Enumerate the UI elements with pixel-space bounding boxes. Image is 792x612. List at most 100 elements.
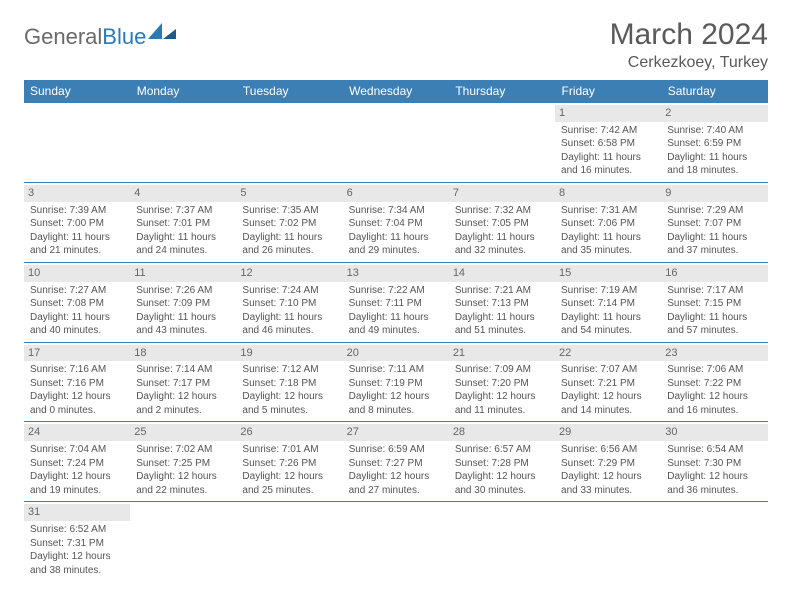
- day-cell: [449, 103, 555, 183]
- day-number: 3: [24, 185, 130, 202]
- dow-tuesday: Tuesday: [236, 80, 342, 103]
- day-d2: and 33 minutes.: [561, 484, 655, 498]
- day-sr: Sunrise: 7:32 AM: [455, 204, 549, 218]
- day-cell: 9Sunrise: 7:29 AMSunset: 7:07 PMDaylight…: [661, 182, 767, 262]
- dow-sunday: Sunday: [24, 80, 130, 103]
- day-ss: Sunset: 7:26 PM: [242, 457, 336, 471]
- dow-thursday: Thursday: [449, 80, 555, 103]
- day-cell: 21Sunrise: 7:09 AMSunset: 7:20 PMDayligh…: [449, 342, 555, 422]
- day-ss: Sunset: 7:31 PM: [30, 537, 124, 551]
- day-d2: and 40 minutes.: [30, 324, 124, 338]
- day-sr: Sunrise: 7:35 AM: [242, 204, 336, 218]
- day-d2: and 11 minutes.: [455, 404, 549, 418]
- day-number: 25: [130, 424, 236, 441]
- day-number: 7: [449, 185, 555, 202]
- day-d1: Daylight: 11 hours: [667, 231, 761, 245]
- day-number: 23: [661, 345, 767, 362]
- day-cell: [343, 103, 449, 183]
- day-cell: [236, 103, 342, 183]
- day-ss: Sunset: 7:11 PM: [349, 297, 443, 311]
- header: GeneralBlue March 2024 Cerkezkoey, Turke…: [24, 18, 768, 72]
- day-number: 22: [555, 345, 661, 362]
- day-d2: and 37 minutes.: [667, 244, 761, 258]
- day-d2: and 24 minutes.: [136, 244, 230, 258]
- week-row: 1Sunrise: 7:42 AMSunset: 6:58 PMDaylight…: [24, 103, 768, 183]
- day-number: 6: [343, 185, 449, 202]
- day-cell: 18Sunrise: 7:14 AMSunset: 7:17 PMDayligh…: [130, 342, 236, 422]
- day-cell: 4Sunrise: 7:37 AMSunset: 7:01 PMDaylight…: [130, 182, 236, 262]
- dow-row: SundayMondayTuesdayWednesdayThursdayFrid…: [24, 80, 768, 103]
- day-d1: Daylight: 11 hours: [667, 151, 761, 165]
- day-d2: and 35 minutes.: [561, 244, 655, 258]
- day-number: 15: [555, 265, 661, 282]
- day-sr: Sunrise: 7:09 AM: [455, 363, 549, 377]
- day-d2: and 51 minutes.: [455, 324, 549, 338]
- day-number: 20: [343, 345, 449, 362]
- day-number: 21: [449, 345, 555, 362]
- day-cell: 23Sunrise: 7:06 AMSunset: 7:22 PMDayligh…: [661, 342, 767, 422]
- day-cell: 24Sunrise: 7:04 AMSunset: 7:24 PMDayligh…: [24, 422, 130, 502]
- day-d2: and 27 minutes.: [349, 484, 443, 498]
- day-ss: Sunset: 7:20 PM: [455, 377, 549, 391]
- day-d1: Daylight: 11 hours: [455, 311, 549, 325]
- day-sr: Sunrise: 7:40 AM: [667, 124, 761, 138]
- day-d2: and 30 minutes.: [455, 484, 549, 498]
- day-sr: Sunrise: 7:14 AM: [136, 363, 230, 377]
- day-ss: Sunset: 7:29 PM: [561, 457, 655, 471]
- day-sr: Sunrise: 7:07 AM: [561, 363, 655, 377]
- day-sr: Sunrise: 7:04 AM: [30, 443, 124, 457]
- day-ss: Sunset: 7:22 PM: [667, 377, 761, 391]
- day-ss: Sunset: 7:02 PM: [242, 217, 336, 231]
- day-sr: Sunrise: 7:19 AM: [561, 284, 655, 298]
- week-row: 24Sunrise: 7:04 AMSunset: 7:24 PMDayligh…: [24, 422, 768, 502]
- day-cell: 12Sunrise: 7:24 AMSunset: 7:10 PMDayligh…: [236, 262, 342, 342]
- dow-friday: Friday: [555, 80, 661, 103]
- day-sr: Sunrise: 7:21 AM: [455, 284, 549, 298]
- day-cell: 3Sunrise: 7:39 AMSunset: 7:00 PMDaylight…: [24, 182, 130, 262]
- day-cell: [24, 103, 130, 183]
- day-d1: Daylight: 12 hours: [30, 390, 124, 404]
- week-row: 17Sunrise: 7:16 AMSunset: 7:16 PMDayligh…: [24, 342, 768, 422]
- week-row: 3Sunrise: 7:39 AMSunset: 7:00 PMDaylight…: [24, 182, 768, 262]
- day-number: 4: [130, 185, 236, 202]
- day-d2: and 57 minutes.: [667, 324, 761, 338]
- day-d1: Daylight: 12 hours: [455, 470, 549, 484]
- day-sr: Sunrise: 7:39 AM: [30, 204, 124, 218]
- day-sr: Sunrise: 7:34 AM: [349, 204, 443, 218]
- day-ss: Sunset: 7:07 PM: [667, 217, 761, 231]
- day-number: 8: [555, 185, 661, 202]
- day-cell: 25Sunrise: 7:02 AMSunset: 7:25 PMDayligh…: [130, 422, 236, 502]
- day-sr: Sunrise: 6:54 AM: [667, 443, 761, 457]
- day-cell: 15Sunrise: 7:19 AMSunset: 7:14 PMDayligh…: [555, 262, 661, 342]
- day-sr: Sunrise: 7:02 AM: [136, 443, 230, 457]
- day-ss: Sunset: 7:27 PM: [349, 457, 443, 471]
- week-row: 31Sunrise: 6:52 AMSunset: 7:31 PMDayligh…: [24, 502, 768, 581]
- dow-monday: Monday: [130, 80, 236, 103]
- day-cell: 11Sunrise: 7:26 AMSunset: 7:09 PMDayligh…: [130, 262, 236, 342]
- day-d2: and 21 minutes.: [30, 244, 124, 258]
- day-cell: 22Sunrise: 7:07 AMSunset: 7:21 PMDayligh…: [555, 342, 661, 422]
- day-d1: Daylight: 12 hours: [242, 390, 336, 404]
- day-sr: Sunrise: 7:22 AM: [349, 284, 443, 298]
- day-number: 26: [236, 424, 342, 441]
- day-sr: Sunrise: 7:27 AM: [30, 284, 124, 298]
- day-sr: Sunrise: 6:57 AM: [455, 443, 549, 457]
- dow-wednesday: Wednesday: [343, 80, 449, 103]
- day-d2: and 19 minutes.: [30, 484, 124, 498]
- day-number: 31: [24, 504, 130, 521]
- day-cell: [343, 502, 449, 581]
- day-ss: Sunset: 7:21 PM: [561, 377, 655, 391]
- day-d1: Daylight: 11 hours: [667, 311, 761, 325]
- day-ss: Sunset: 7:14 PM: [561, 297, 655, 311]
- day-ss: Sunset: 7:18 PM: [242, 377, 336, 391]
- day-ss: Sunset: 7:19 PM: [349, 377, 443, 391]
- day-cell: 7Sunrise: 7:32 AMSunset: 7:05 PMDaylight…: [449, 182, 555, 262]
- day-number: 13: [343, 265, 449, 282]
- day-d2: and 2 minutes.: [136, 404, 230, 418]
- day-d1: Daylight: 12 hours: [30, 470, 124, 484]
- day-d1: Daylight: 11 hours: [561, 231, 655, 245]
- day-cell: 14Sunrise: 7:21 AMSunset: 7:13 PMDayligh…: [449, 262, 555, 342]
- day-sr: Sunrise: 7:06 AM: [667, 363, 761, 377]
- day-d2: and 16 minutes.: [667, 404, 761, 418]
- day-number: 30: [661, 424, 767, 441]
